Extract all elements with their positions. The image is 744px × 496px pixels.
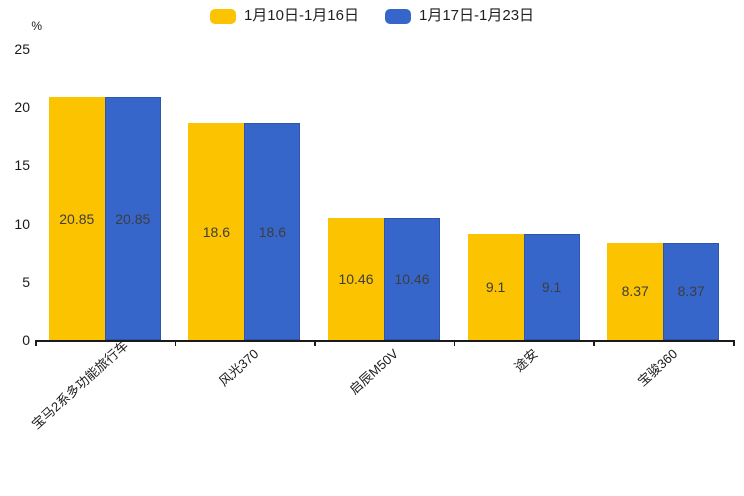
bar-value-label: 20.85 — [59, 210, 95, 227]
y-axis-tick-label: 0 — [22, 332, 30, 348]
y-axis-tick-label: 10 — [14, 215, 30, 232]
x-axis-category-label: 途安 — [511, 346, 541, 375]
bar-value-label: 20.85 — [115, 210, 151, 227]
x-axis-tick — [593, 340, 595, 346]
x-axis-tick — [35, 340, 37, 346]
bar-宝马2系多功能旅行车-series-1[interactable]: 20.85 — [104, 97, 161, 340]
bar-value-label: 9.1 — [485, 279, 506, 296]
legend-swatch-icon — [209, 8, 236, 24]
y-axis-tick-label: 20 — [14, 99, 30, 116]
bar-value-label: 18.6 — [202, 223, 231, 240]
x-axis-tick — [733, 340, 735, 346]
x-axis-line — [35, 340, 733, 342]
x-axis-tick — [174, 340, 177, 346]
bar-value-label: 9.1 — [541, 279, 562, 296]
x-axis-category-label: 宝马2系多功能旅行车 — [28, 337, 132, 432]
bar-启辰M50V-series-1[interactable]: 10.46 — [384, 218, 440, 340]
legend-item-series-1[interactable]: 1月17日-1月23日 — [385, 7, 534, 25]
bar-value-label: 18.6 — [258, 223, 287, 240]
legend-swatch-icon — [385, 8, 411, 24]
bar-value-label: 10.46 — [338, 271, 374, 288]
bar-途安-series-0[interactable]: 9.1 — [467, 234, 524, 340]
y-axis-tick-label: 15 — [14, 157, 30, 174]
legend-label: 1月10日-1月16日 — [243, 7, 359, 24]
bar-途安-series-1[interactable]: 9.1 — [523, 234, 580, 340]
y-axis-tick-label: 25 — [14, 41, 30, 57]
legend-item-series-0[interactable]: 1月10日-1月16日 — [209, 7, 359, 25]
legend: 1月10日-1月16日 1月17日-1月23日 — [0, 7, 744, 25]
bar-宝骏360-series-1[interactable]: 8.37 — [663, 242, 720, 340]
bar-风光370-series-0[interactable]: 18.6 — [188, 123, 245, 340]
x-axis-tick — [314, 340, 316, 346]
x-axis-tick — [453, 340, 456, 346]
x-axis-category-label: 启辰M50V — [346, 346, 402, 398]
y-axis-tick-label: 5 — [22, 273, 30, 290]
legend-label: 1月17日-1月23日 — [419, 7, 535, 24]
bar-value-label: 8.37 — [677, 283, 705, 300]
y-axis-unit-label: % — [31, 19, 42, 33]
bar-宝马2系多功能旅行车-series-0[interactable]: 20.85 — [48, 97, 105, 340]
bar-value-label: 10.46 — [394, 271, 430, 288]
bar-宝骏360-series-0[interactable]: 8.37 — [607, 242, 664, 340]
bar-启辰M50V-series-0[interactable]: 10.46 — [328, 218, 384, 340]
bar-value-label: 8.37 — [621, 283, 649, 300]
bar-风光370-series-1[interactable]: 18.6 — [244, 123, 301, 340]
